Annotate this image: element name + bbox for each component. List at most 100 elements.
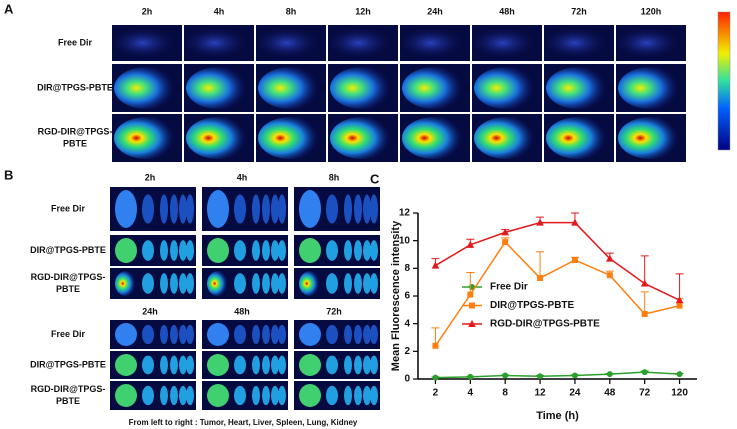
organ [271,240,279,261]
organ [160,355,168,375]
organ [271,355,279,375]
marker [606,272,613,279]
y-tick-label: 10 [399,235,411,246]
organ [160,324,168,345]
organ [278,273,286,294]
x-axis-label: Time (h) [536,410,579,422]
time-label: 48h [499,6,515,16]
organ [326,355,338,375]
signal [186,28,250,58]
organ [186,355,194,375]
x-tick-label: 24 [569,388,581,399]
row-label: DIR@TPGS-PBTE [30,359,106,369]
organ [370,240,378,261]
series-line [434,240,680,347]
signal [474,117,538,159]
organ [252,240,260,261]
x-tick-label: 120 [671,388,688,399]
series-line [435,371,680,379]
time-label: 72h [571,6,587,16]
row-label: PBTE [56,396,80,406]
organ [179,324,187,345]
x-tick-label: 4 [468,388,474,399]
organ [344,240,352,261]
row-label: Free Dir [51,329,86,339]
organ [299,271,321,296]
y-tick-label: 0 [404,374,410,385]
organ [252,273,260,294]
error-bar [675,273,684,301]
marker [501,228,509,236]
organ [179,240,187,261]
signal [546,67,610,109]
organ [299,238,321,263]
organ [354,273,362,294]
organ [170,194,178,224]
row-label: RGD-DIR@TPGS- [38,126,113,136]
organ [170,240,178,261]
organ [142,273,154,294]
error-bar [640,291,649,314]
organ [142,385,154,406]
organ [299,384,321,407]
caption: From left to right : Tumor, Heart, Liver… [129,418,358,427]
signal [618,28,682,58]
organ [326,385,338,406]
organ [142,355,154,375]
organ [344,194,352,224]
organ [299,190,321,228]
organ [234,194,246,224]
y-tick-label: 12 [399,208,411,219]
error-bar [466,271,475,295]
organ [115,323,137,346]
organ [363,194,371,224]
organ [207,323,229,346]
organ [354,240,362,261]
organ [299,354,321,376]
signal [474,28,538,58]
organ [234,385,246,406]
signal [258,28,322,58]
organ [234,324,246,345]
time-label: 12h [355,6,371,16]
organ [234,273,246,294]
organ [299,323,321,346]
organ [326,273,338,294]
colorbar [717,11,731,151]
marker [432,342,439,349]
organ [262,324,270,345]
row-label: Free Dir [58,37,93,47]
signal [114,28,178,58]
organ [354,385,362,406]
organ [363,385,371,406]
y-tick-label: 2 [404,346,410,357]
y-tick-label: 4 [404,318,410,329]
x-tick-label: 12 [535,388,547,399]
organ [370,355,378,375]
y-tick-label: 6 [404,291,410,302]
marker [537,373,544,380]
legend-label: RGD-DIR@TPGS-PBTE [490,319,600,330]
organ [326,324,338,345]
organ [234,240,246,261]
marker [467,291,474,298]
x-tick-label: 72 [639,388,651,399]
organ [170,385,178,406]
time-label: 24h [427,6,443,16]
row-label: Free Dir [51,203,86,213]
organ [186,324,194,345]
marker [537,275,544,282]
panel-label: C [370,171,380,186]
signal [258,117,322,159]
marker [502,372,509,379]
organ [160,273,168,294]
marker [676,371,683,378]
organ [278,194,286,224]
row-label: PBTE [56,284,80,294]
signal [186,117,250,159]
organ [354,324,362,345]
signal [330,117,394,159]
organ [344,355,352,375]
time-label: 8h [329,172,340,182]
organ [354,194,362,224]
